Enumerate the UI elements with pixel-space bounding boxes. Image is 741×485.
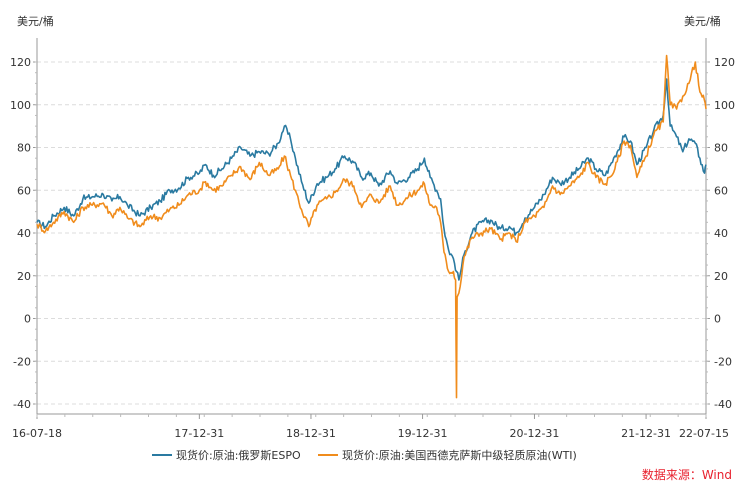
x-tick-label: 20-12-31 [510,427,560,440]
legend: 现货价:原油:俄罗斯ESPO 现货价:原油:美国西德克萨斯中级轻质原油(WTI) [152,448,577,462]
y-ticks-right: -40 -20 0 20 40 60 80 100 120 [706,56,735,411]
x-tick-label: 16-07-18 [12,427,62,440]
x-tick-label: 21-12-31 [621,427,671,440]
x-tick-label: 18-12-31 [286,427,336,440]
y-tick-label-left: -40 [13,398,31,411]
right-unit-label: 美元/桶 [684,14,721,28]
y-tick-label-right: 120 [714,56,735,69]
y-tick-label-right: 20 [714,270,728,283]
legend-label-1: 现货价:原油:俄罗斯ESPO [176,448,301,462]
y-tick-label-right: 100 [714,99,735,112]
y-tick-label-right: -20 [714,355,732,368]
y-tick-label-right: 0 [714,313,721,326]
y-tick-label-left: 120 [10,56,31,69]
series-line-1 [36,78,707,281]
y-tick-label-left: -20 [13,355,31,368]
left-unit-label: 美元/桶 [17,14,54,28]
x-tick-label: 19-12-31 [398,427,448,440]
x-tick-label: 17-12-31 [174,427,224,440]
y-tick-label-left: 0 [24,313,31,326]
y-tick-label-left: 20 [17,270,31,283]
y-tick-label-right: 40 [714,227,728,240]
y-tick-label-left: 40 [17,227,31,240]
series-lines [36,54,707,399]
y-ticks-left: -40 -20 0 20 40 60 80 100 120 [10,56,37,411]
x-ticks: 16-07-18 17-12-31 18-12-31 19-12-31 20-12-31… [12,414,729,440]
grid-lines [37,61,706,405]
series-line-2 [36,54,707,399]
y-tick-label-right: -40 [714,398,732,411]
x-tick-label: 22-07-15 [679,427,729,440]
y-tick-label-right: 60 [714,184,728,197]
y-tick-label-left: 60 [17,184,31,197]
legend-label-2: 现货价:原油:美国西德克萨斯中级轻质原油(WTI) [342,448,577,462]
y-tick-label-left: 80 [17,142,31,155]
y-tick-label-left: 100 [10,99,31,112]
source-label: 数据来源：Wind [642,467,732,482]
y-tick-label-right: 80 [714,142,728,155]
